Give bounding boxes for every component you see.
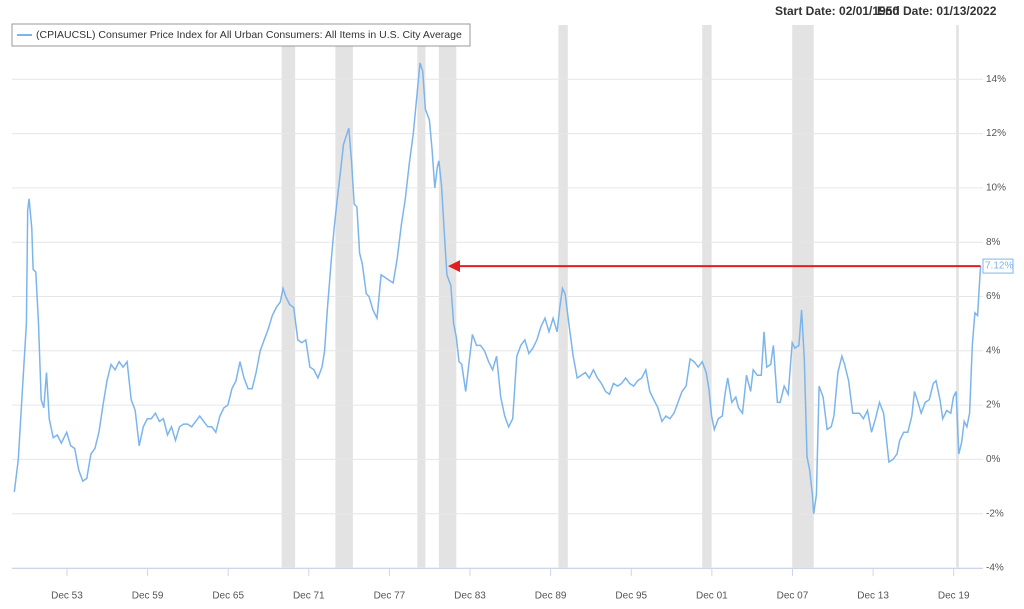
y-tick-label: -2% — [986, 508, 1004, 519]
y-tick-label: 4% — [986, 345, 1001, 356]
y-tick-label: 12% — [986, 128, 1006, 139]
x-tick-label: Dec 89 — [535, 591, 567, 602]
y-tick-label: -4% — [986, 563, 1004, 574]
x-tick-label: Dec 01 — [696, 591, 728, 602]
legend-box — [11, 23, 471, 47]
x-tick-label: Dec 65 — [212, 591, 244, 602]
x-tick-label: Dec 59 — [132, 591, 164, 602]
series-line — [13, 62, 982, 514]
y-tick-label: 10% — [986, 183, 1006, 194]
y-tick-label: 6% — [986, 291, 1001, 302]
x-tick-label: Dec 77 — [374, 591, 406, 602]
x-tick-label: Dec 07 — [777, 591, 809, 602]
y-tick-label: 0% — [986, 454, 1001, 465]
end-date: End Date: 01/13/2022 — [877, 4, 997, 18]
start-date: Start Date: 02/01/1950 — [775, 4, 899, 18]
x-tick-label: Dec 71 — [293, 591, 325, 602]
background-layer: -4% -2% 0% 2% 4% 6% 8% 10% 12% 14% Dec 53 Dec 59 Dec… — [12, 25, 1006, 602]
end-label: 7.12% — [985, 261, 1013, 272]
x-tick-label: Dec 83 — [454, 591, 486, 602]
x-tick-label: Dec 19 — [938, 591, 970, 602]
legend-label: (CPIAUCSL) Consumer Price Index for All … — [36, 29, 462, 41]
y-tick-label: 2% — [986, 400, 1001, 411]
y-tick-label: 8% — [986, 237, 1001, 248]
front-layer: 7.12% — [13, 62, 1014, 514]
x-tick-label: Dec 95 — [615, 591, 647, 602]
arrow-head — [448, 260, 460, 273]
x-tick-label: Dec 53 — [51, 591, 83, 602]
end-label-box — [982, 258, 1014, 274]
x-tick-label: Dec 13 — [857, 591, 889, 602]
y-tick-label: 14% — [986, 74, 1006, 85]
